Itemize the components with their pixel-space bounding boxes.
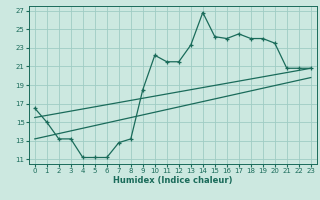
- X-axis label: Humidex (Indice chaleur): Humidex (Indice chaleur): [113, 176, 233, 185]
